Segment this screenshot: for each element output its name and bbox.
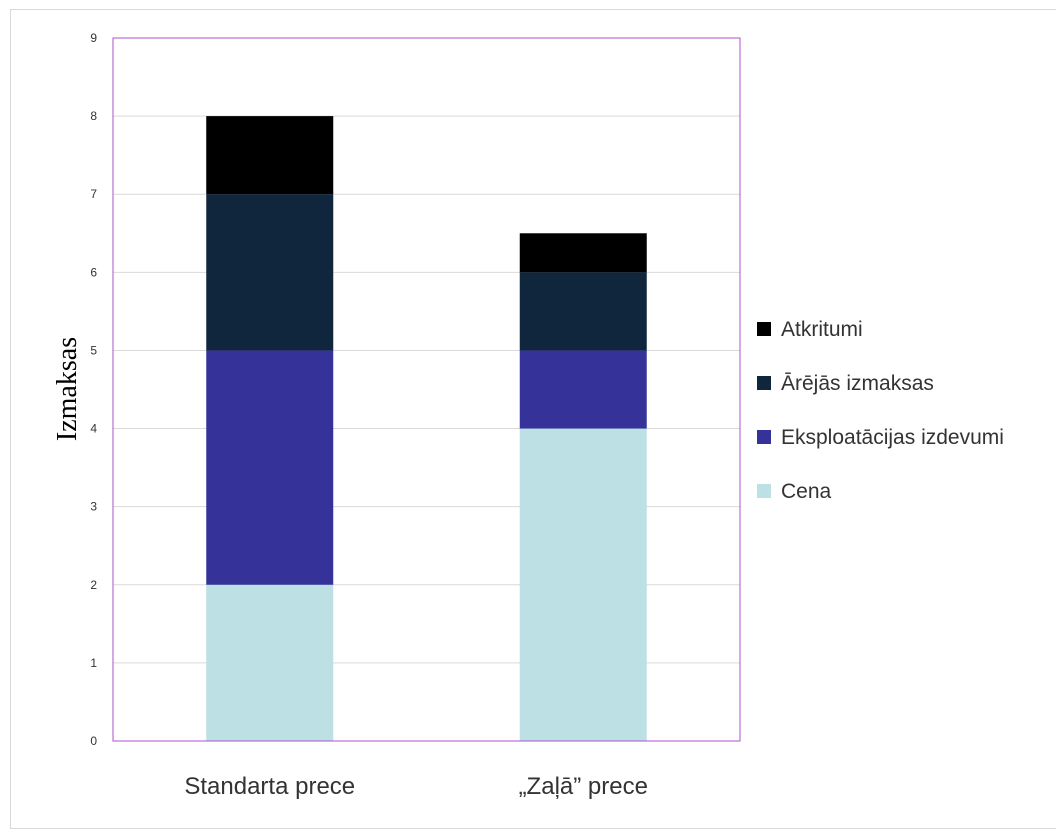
y-tick-label: 3: [90, 500, 97, 514]
y-tick-label: 9: [90, 31, 97, 45]
x-category-label: Standarta prece: [184, 773, 355, 800]
legend-label: Cena: [781, 480, 832, 503]
y-tick-label: 1: [90, 656, 97, 670]
stacked-bar-chart: 0 1 2 3 4 5 6 7 8 9 Standarta prece „Zaļā” prece I…: [52, 31, 1004, 800]
bars: [206, 116, 647, 741]
legend-label: Atkritumi: [781, 318, 863, 341]
y-axis-label: Izmaksas: [52, 337, 83, 441]
legend-label: Ārējās izmaksas: [781, 372, 934, 395]
y-tick-labels: 0 1 2 3 4 5 6 7 8 9: [90, 31, 97, 748]
legend-swatch: [757, 322, 771, 336]
bar-segment: [206, 584, 334, 741]
y-tick-label: 4: [90, 422, 97, 436]
legend-swatch: [757, 430, 771, 444]
bar-segment: [519, 350, 647, 429]
bar-segment: [519, 233, 647, 273]
legend-swatch: [757, 376, 771, 390]
y-tick-label: 7: [90, 187, 97, 201]
legend-swatch: [757, 484, 771, 498]
bar-segment: [519, 428, 647, 741]
y-tick-label: 5: [90, 343, 97, 357]
bar-segment: [206, 116, 334, 195]
plot-area-border: [112, 37, 741, 742]
legend: Atkritumi Ārējās izmaksas Eksploatācijas i…: [757, 318, 1004, 503]
x-category-label: „Zaļā” prece: [519, 773, 648, 800]
y-tick-label: 2: [90, 578, 97, 592]
y-tick-label: 8: [90, 109, 97, 123]
bar-segment: [206, 350, 334, 585]
x-category-labels: Standarta prece „Zaļā” prece: [184, 773, 648, 800]
bar-segment: [519, 272, 647, 351]
legend-label: Eksploatācijas izdevumi: [781, 426, 1004, 449]
y-tick-label: 0: [90, 734, 97, 748]
bar-segment: [206, 194, 334, 351]
y-tick-label: 6: [90, 265, 97, 279]
